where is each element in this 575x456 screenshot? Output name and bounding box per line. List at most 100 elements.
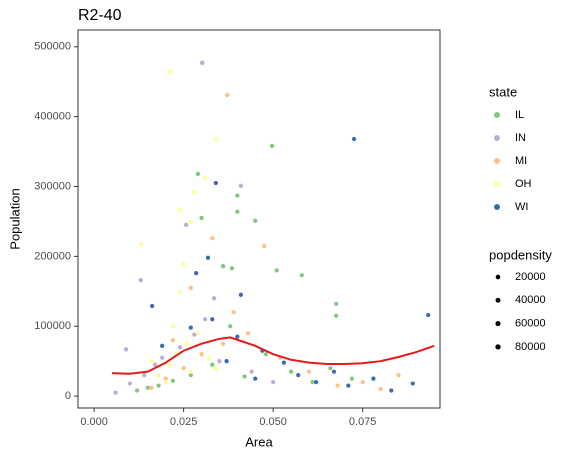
point <box>228 324 233 329</box>
point <box>378 387 383 392</box>
point <box>242 374 247 379</box>
point <box>134 388 140 393</box>
legend-label: IN <box>515 132 526 144</box>
point <box>170 338 176 343</box>
point <box>334 301 339 306</box>
y-tick-label: 500000 <box>34 41 71 53</box>
point <box>238 292 244 297</box>
size-legend-marker <box>495 321 501 327</box>
size-legend-label: 60000 <box>515 318 546 330</box>
point <box>177 289 183 295</box>
point <box>238 183 244 188</box>
point <box>351 136 357 142</box>
legend-marker <box>494 204 500 210</box>
point <box>396 373 401 378</box>
point <box>149 359 154 364</box>
point <box>188 285 193 290</box>
legend-label: OH <box>515 178 532 190</box>
point <box>210 236 215 241</box>
point <box>211 296 217 301</box>
point <box>253 376 258 381</box>
point <box>426 312 431 318</box>
point <box>195 331 201 336</box>
point <box>202 317 208 322</box>
point <box>199 215 204 221</box>
point <box>235 209 240 214</box>
point <box>263 352 269 357</box>
point <box>262 243 267 249</box>
point <box>138 241 144 247</box>
point <box>306 369 312 374</box>
size-legend-marker <box>495 297 501 303</box>
point <box>160 343 165 348</box>
point <box>288 369 294 374</box>
point <box>328 366 333 371</box>
point <box>210 362 215 367</box>
point <box>167 69 173 75</box>
size-legend-label: 20000 <box>515 271 546 283</box>
point <box>188 325 193 330</box>
point <box>160 355 165 360</box>
point <box>296 373 301 378</box>
point <box>188 219 193 225</box>
point <box>163 376 168 381</box>
y-axis-title: Population <box>7 188 22 249</box>
point <box>346 383 351 388</box>
point <box>245 331 251 336</box>
x-tick-label: 0.025 <box>170 416 198 428</box>
y-tick-label: 300000 <box>34 180 71 192</box>
point <box>213 180 219 186</box>
point <box>181 261 186 267</box>
size-legend-marker <box>495 344 501 350</box>
point <box>199 60 205 66</box>
size-legend-title: popdensity <box>489 247 552 262</box>
point <box>225 92 230 98</box>
y-tick-label: 0 <box>65 390 71 402</box>
legend-marker <box>494 135 500 141</box>
point <box>127 381 133 386</box>
point <box>206 355 211 360</box>
point <box>271 380 276 385</box>
point <box>202 175 208 181</box>
point <box>177 345 183 350</box>
point <box>149 303 155 309</box>
point <box>389 388 394 393</box>
point <box>163 379 168 385</box>
point <box>177 208 183 213</box>
point <box>274 268 279 273</box>
point <box>235 334 240 339</box>
legend-marker <box>494 181 500 187</box>
point <box>199 352 204 357</box>
x-tick-label: 0.075 <box>349 416 377 428</box>
legend-title: state <box>489 84 517 99</box>
smooth-line <box>111 336 435 375</box>
point <box>231 310 236 315</box>
size-legend-marker <box>495 274 501 280</box>
x-tick-label: 0.050 <box>259 416 287 428</box>
point <box>335 383 340 388</box>
point <box>149 385 154 390</box>
point <box>188 373 193 378</box>
size-legend-label: 40000 <box>515 294 546 306</box>
point <box>269 143 275 149</box>
point <box>224 359 229 364</box>
point <box>192 332 197 337</box>
point <box>213 136 219 142</box>
point <box>205 255 211 260</box>
point <box>156 383 161 388</box>
point <box>145 385 150 390</box>
y-tick-label: 100000 <box>34 320 71 332</box>
point <box>138 277 143 283</box>
point <box>170 378 176 383</box>
point <box>371 376 376 381</box>
point <box>170 324 176 329</box>
point <box>185 341 190 346</box>
legend-marker <box>494 112 500 118</box>
point <box>181 366 186 371</box>
point <box>213 366 219 371</box>
point <box>235 193 240 198</box>
legend-label: MI <box>515 155 527 167</box>
point <box>249 369 254 374</box>
point <box>220 341 226 346</box>
point <box>156 372 161 378</box>
